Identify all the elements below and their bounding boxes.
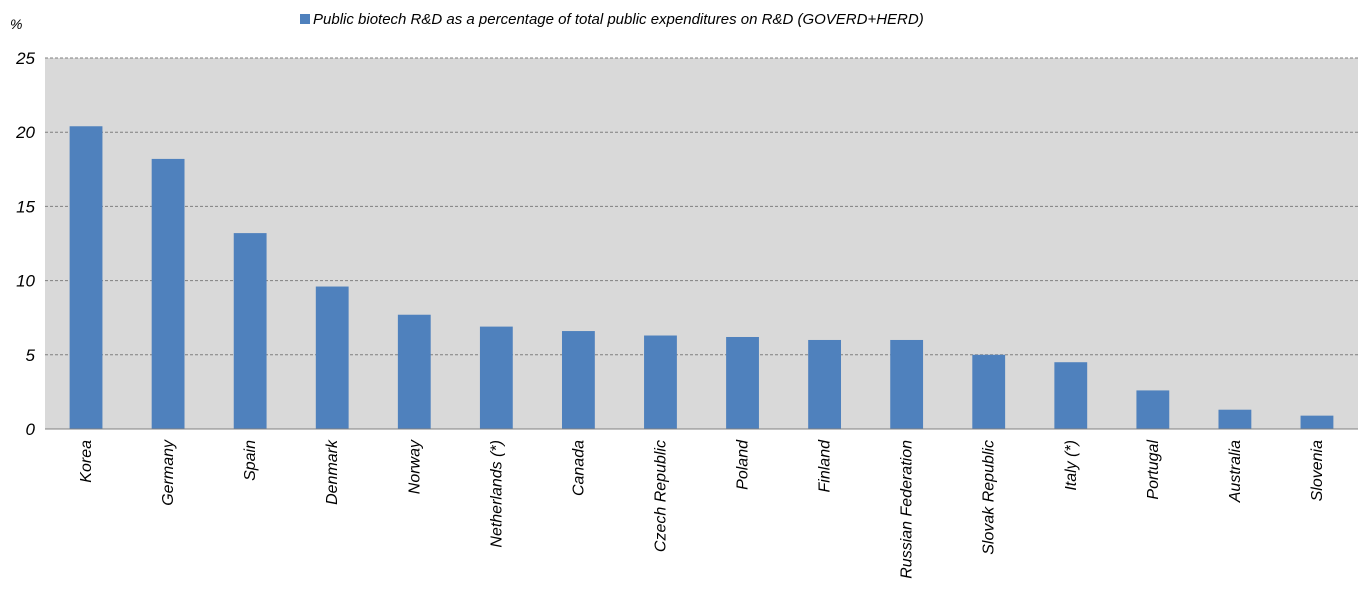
x-tick-label: Norway xyxy=(406,439,423,494)
bar xyxy=(1054,362,1088,429)
y-tick-label: 10 xyxy=(16,272,35,291)
bar xyxy=(233,233,267,429)
bar xyxy=(1300,415,1334,429)
x-axis: Korea Germany Spain Denmark Norway Netherland… xyxy=(78,439,1326,579)
bar xyxy=(561,331,595,429)
x-tick-label: Poland xyxy=(735,439,752,490)
y-axis: 0 5 10 15 20 25 xyxy=(15,49,35,439)
bar xyxy=(1218,409,1252,429)
bars xyxy=(69,126,1334,430)
x-tick-label: Germany xyxy=(160,439,177,506)
grid-lines xyxy=(45,57,1358,356)
legend-swatch xyxy=(300,14,310,24)
x-tick-label: Spain xyxy=(242,440,259,481)
x-tick-label: Finland xyxy=(817,439,834,493)
bar xyxy=(397,314,431,429)
x-tick-label: Canada xyxy=(570,440,587,496)
x-tick-label: Slovak Republic xyxy=(981,440,998,555)
x-tick-label: Russian Federation xyxy=(899,440,916,579)
bar xyxy=(69,126,103,429)
x-tick-label: Italy (*) xyxy=(1063,440,1080,491)
y-unit-label: % xyxy=(10,16,22,32)
y-tick-label: 15 xyxy=(16,197,35,216)
y-tick-label: 25 xyxy=(15,49,35,68)
x-tick-label: Korea xyxy=(78,440,95,483)
x-tick-label: Netherlands (*) xyxy=(488,440,505,548)
y-tick-label: 5 xyxy=(26,346,36,365)
legend: Public biotech R&D as a percentage of to… xyxy=(300,11,924,28)
bar xyxy=(479,326,513,429)
bar xyxy=(644,335,677,429)
x-tick-label: Denmark xyxy=(324,439,341,505)
x-tick-label: Portugal xyxy=(1145,440,1162,500)
bar xyxy=(890,339,924,429)
bar xyxy=(315,286,349,429)
y-tick-label: 20 xyxy=(15,123,35,142)
legend-label: Public biotech R&D as a percentage of to… xyxy=(313,11,924,28)
bar xyxy=(972,354,1006,429)
x-tick-label: Slovenia xyxy=(1309,440,1326,501)
x-tick-label: Czech Republic xyxy=(652,440,669,552)
bar xyxy=(151,158,185,430)
bar xyxy=(726,336,759,429)
y-tick-label: 0 xyxy=(26,420,36,439)
x-tick-label: Australia xyxy=(1227,440,1244,503)
bar xyxy=(1136,390,1170,429)
bar xyxy=(808,339,842,429)
